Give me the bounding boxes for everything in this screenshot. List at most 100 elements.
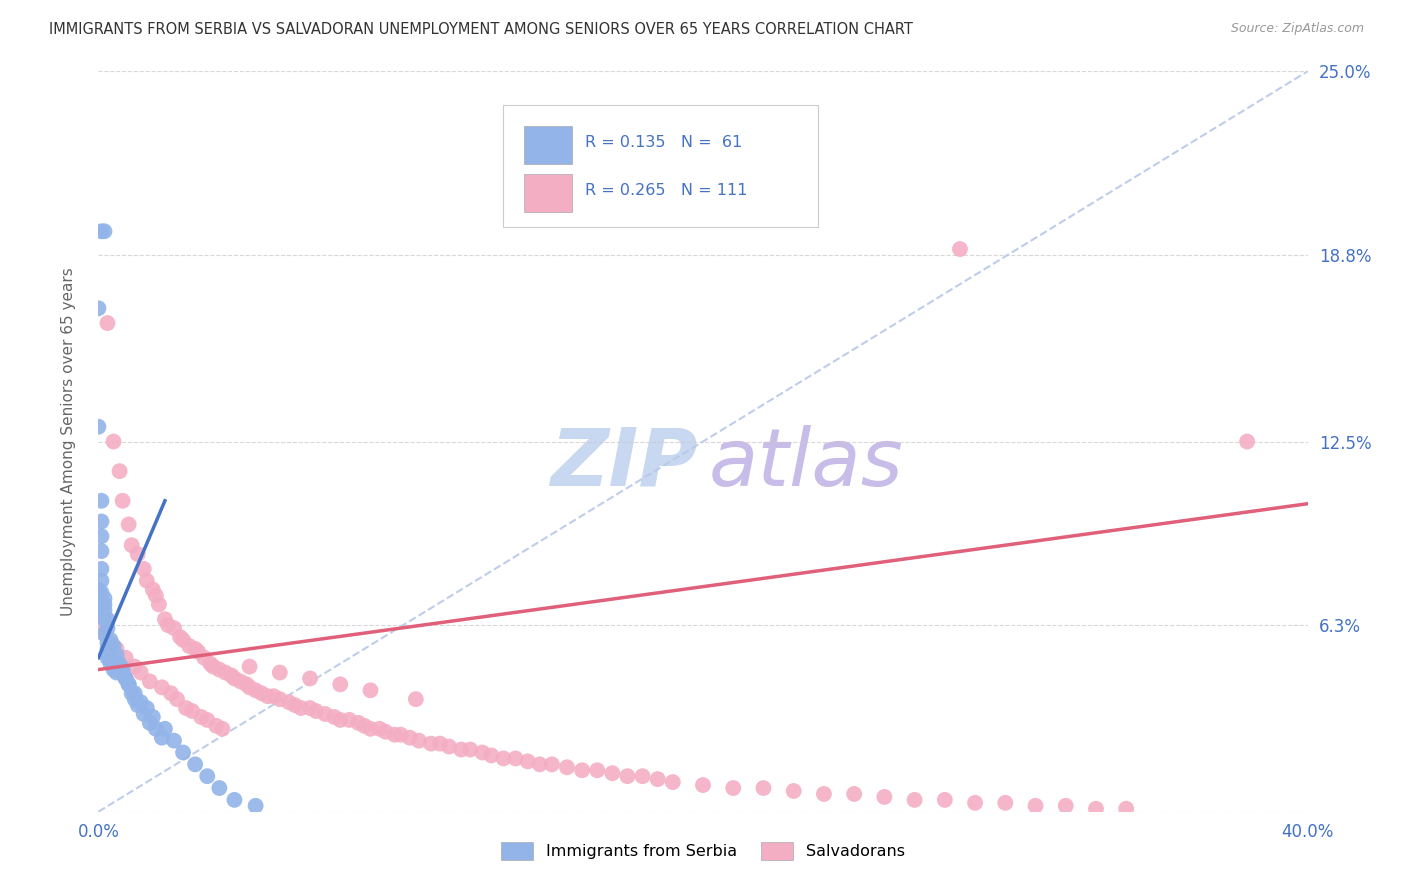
Point bbox=[90, 562, 112, 576]
FancyBboxPatch shape bbox=[524, 126, 572, 164]
Point bbox=[103, 639, 125, 653]
Point bbox=[904, 793, 927, 807]
Point bbox=[187, 645, 209, 659]
Point bbox=[214, 665, 236, 680]
Point bbox=[111, 493, 134, 508]
Point bbox=[195, 713, 218, 727]
Point bbox=[844, 787, 866, 801]
Point bbox=[269, 665, 291, 680]
Point bbox=[90, 585, 112, 599]
Point bbox=[616, 769, 638, 783]
Point bbox=[90, 618, 112, 632]
Y-axis label: Unemployment Among Seniors over 65 years: Unemployment Among Seniors over 65 years bbox=[62, 268, 76, 615]
Point bbox=[290, 701, 312, 715]
Point bbox=[934, 793, 956, 807]
Point bbox=[235, 677, 257, 691]
Point bbox=[100, 641, 122, 656]
Point bbox=[135, 574, 157, 588]
Point bbox=[813, 787, 835, 801]
Point bbox=[179, 639, 201, 653]
Point bbox=[96, 648, 118, 662]
Point bbox=[96, 636, 118, 650]
Point bbox=[93, 591, 115, 606]
Point bbox=[329, 713, 352, 727]
Point bbox=[181, 704, 204, 718]
Point bbox=[153, 722, 176, 736]
Point bbox=[118, 517, 141, 532]
Point bbox=[87, 419, 110, 434]
Point bbox=[1085, 802, 1108, 816]
Point bbox=[145, 589, 167, 603]
Point bbox=[208, 780, 231, 795]
Point bbox=[87, 301, 110, 316]
Point bbox=[139, 715, 162, 730]
Point bbox=[360, 683, 382, 698]
Point bbox=[153, 612, 176, 626]
Point bbox=[90, 493, 112, 508]
Point bbox=[142, 582, 165, 597]
Point bbox=[163, 621, 186, 635]
Point bbox=[368, 722, 391, 736]
Point bbox=[323, 710, 346, 724]
Point bbox=[398, 731, 420, 745]
Point bbox=[121, 538, 143, 552]
Point bbox=[124, 692, 146, 706]
Point bbox=[118, 677, 141, 691]
Point bbox=[555, 760, 578, 774]
Point bbox=[384, 728, 406, 742]
Point bbox=[783, 784, 806, 798]
Point bbox=[202, 659, 225, 673]
Point bbox=[1236, 434, 1258, 449]
Point bbox=[299, 701, 322, 715]
Point bbox=[437, 739, 460, 754]
Point bbox=[114, 672, 136, 686]
Point bbox=[121, 686, 143, 700]
Point bbox=[221, 668, 243, 682]
Point bbox=[208, 663, 231, 677]
Point bbox=[450, 742, 472, 756]
Point bbox=[873, 789, 896, 804]
Point bbox=[96, 650, 118, 665]
Point bbox=[193, 650, 215, 665]
Point bbox=[723, 780, 745, 795]
Point bbox=[108, 663, 131, 677]
Text: R = 0.265   N = 111: R = 0.265 N = 111 bbox=[585, 183, 747, 198]
Point bbox=[405, 692, 427, 706]
Text: R = 0.135   N =  61: R = 0.135 N = 61 bbox=[585, 135, 742, 150]
Point bbox=[250, 686, 273, 700]
Point bbox=[205, 719, 228, 733]
Point bbox=[114, 672, 136, 686]
Point bbox=[90, 544, 112, 558]
Point bbox=[129, 665, 152, 680]
Legend: Immigrants from Serbia, Salvadorans: Immigrants from Serbia, Salvadorans bbox=[495, 836, 911, 867]
Point bbox=[135, 701, 157, 715]
Point bbox=[90, 224, 112, 238]
Text: Source: ZipAtlas.com: Source: ZipAtlas.com bbox=[1230, 22, 1364, 36]
Point bbox=[103, 663, 125, 677]
Point bbox=[337, 713, 360, 727]
Text: IMMIGRANTS FROM SERBIA VS SALVADORAN UNEMPLOYMENT AMONG SENIORS OVER 65 YEARS CO: IMMIGRANTS FROM SERBIA VS SALVADORAN UNE… bbox=[49, 22, 912, 37]
Point bbox=[172, 632, 194, 647]
Point bbox=[602, 766, 624, 780]
Point bbox=[481, 748, 503, 763]
Point bbox=[93, 627, 115, 641]
Point bbox=[166, 692, 188, 706]
Point bbox=[103, 657, 125, 671]
Point bbox=[571, 764, 593, 778]
Point bbox=[360, 722, 382, 736]
Point bbox=[429, 737, 451, 751]
Point bbox=[142, 710, 165, 724]
Point bbox=[353, 719, 375, 733]
Point bbox=[269, 692, 291, 706]
Point bbox=[124, 659, 146, 673]
Point bbox=[90, 529, 112, 543]
Point bbox=[994, 796, 1017, 810]
Point bbox=[100, 636, 122, 650]
Point bbox=[103, 434, 125, 449]
FancyBboxPatch shape bbox=[503, 104, 818, 227]
Point bbox=[96, 621, 118, 635]
Point bbox=[172, 746, 194, 760]
Point bbox=[305, 704, 328, 718]
Point bbox=[118, 677, 141, 691]
Point bbox=[105, 665, 128, 680]
